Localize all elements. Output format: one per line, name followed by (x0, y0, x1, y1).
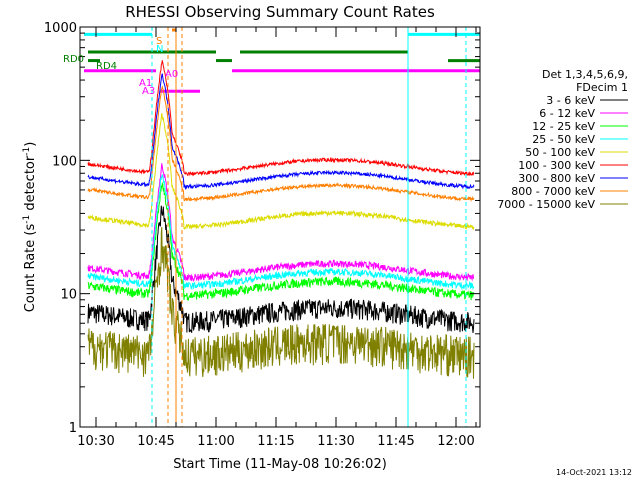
legend-label-6: 300 - 800 keV (518, 172, 595, 185)
annotation-5: S (156, 36, 162, 47)
event-lines (151, 27, 467, 427)
series-line-6 (87, 73, 475, 190)
x-tick-label-5: 11:45 (377, 434, 414, 449)
x-tick-label-6: 12:00 (437, 434, 474, 449)
annotation-4: A0 (165, 69, 178, 80)
annotation-3: A3 (142, 86, 155, 97)
legend-label-7: 800 - 7000 keV (511, 185, 595, 198)
y-tick-label-1: 10 (60, 288, 77, 303)
x-axis-label: Start Time (11-May-08 10:26:02) (173, 457, 387, 472)
footer-timestamp: 14-Oct-2021 13:12 (556, 468, 632, 477)
x-tick-label-1: 10:45 (137, 434, 174, 449)
annotation-2: A1 (139, 78, 152, 89)
legend-header-2: FDecim 1 (576, 81, 628, 94)
legend-header-1: Det 1,3,4,5,6,9, (542, 68, 628, 81)
y-tick-label-0: 1 (69, 421, 77, 436)
legend-label-8: 7000 - 15000 keV (497, 198, 595, 211)
y-tick-label-3: 1000 (44, 21, 77, 36)
y-tick-label-2: 100 (52, 154, 77, 169)
series-lines (87, 60, 475, 379)
x-tick-label-0: 10:30 (77, 434, 114, 449)
axis-ticks: 1 10 100 1000 10:30 10:45 11:00 11:15 11:30 11:45… (44, 21, 480, 449)
y-axis-label: Count Rate (s-1 detector-1) (22, 142, 38, 313)
x-tick-label-3: 11:15 (257, 434, 294, 449)
annotation-0: RD0 (63, 54, 84, 65)
legend-label-1: 6 - 12 keV (539, 107, 595, 120)
legend-label-3: 25 - 50 keV (532, 133, 595, 146)
legend-label-0: 3 - 6 keV (546, 94, 595, 107)
legend-label-2: 12 - 25 keV (532, 120, 595, 133)
series-line-8 (87, 227, 475, 379)
legend-label-5: 100 - 300 keV (518, 159, 595, 172)
x-tick-label-2: 11:00 (197, 434, 234, 449)
legend-label-4: 50 - 100 keV (525, 146, 595, 159)
chart-title: RHESSI Observing Summary Count Rates (125, 3, 435, 21)
annotation-6: N (156, 44, 163, 55)
plot-frame (79, 26, 481, 428)
annotation-1: RD4 (96, 61, 117, 72)
x-tick-label-4: 11:30 (317, 434, 354, 449)
